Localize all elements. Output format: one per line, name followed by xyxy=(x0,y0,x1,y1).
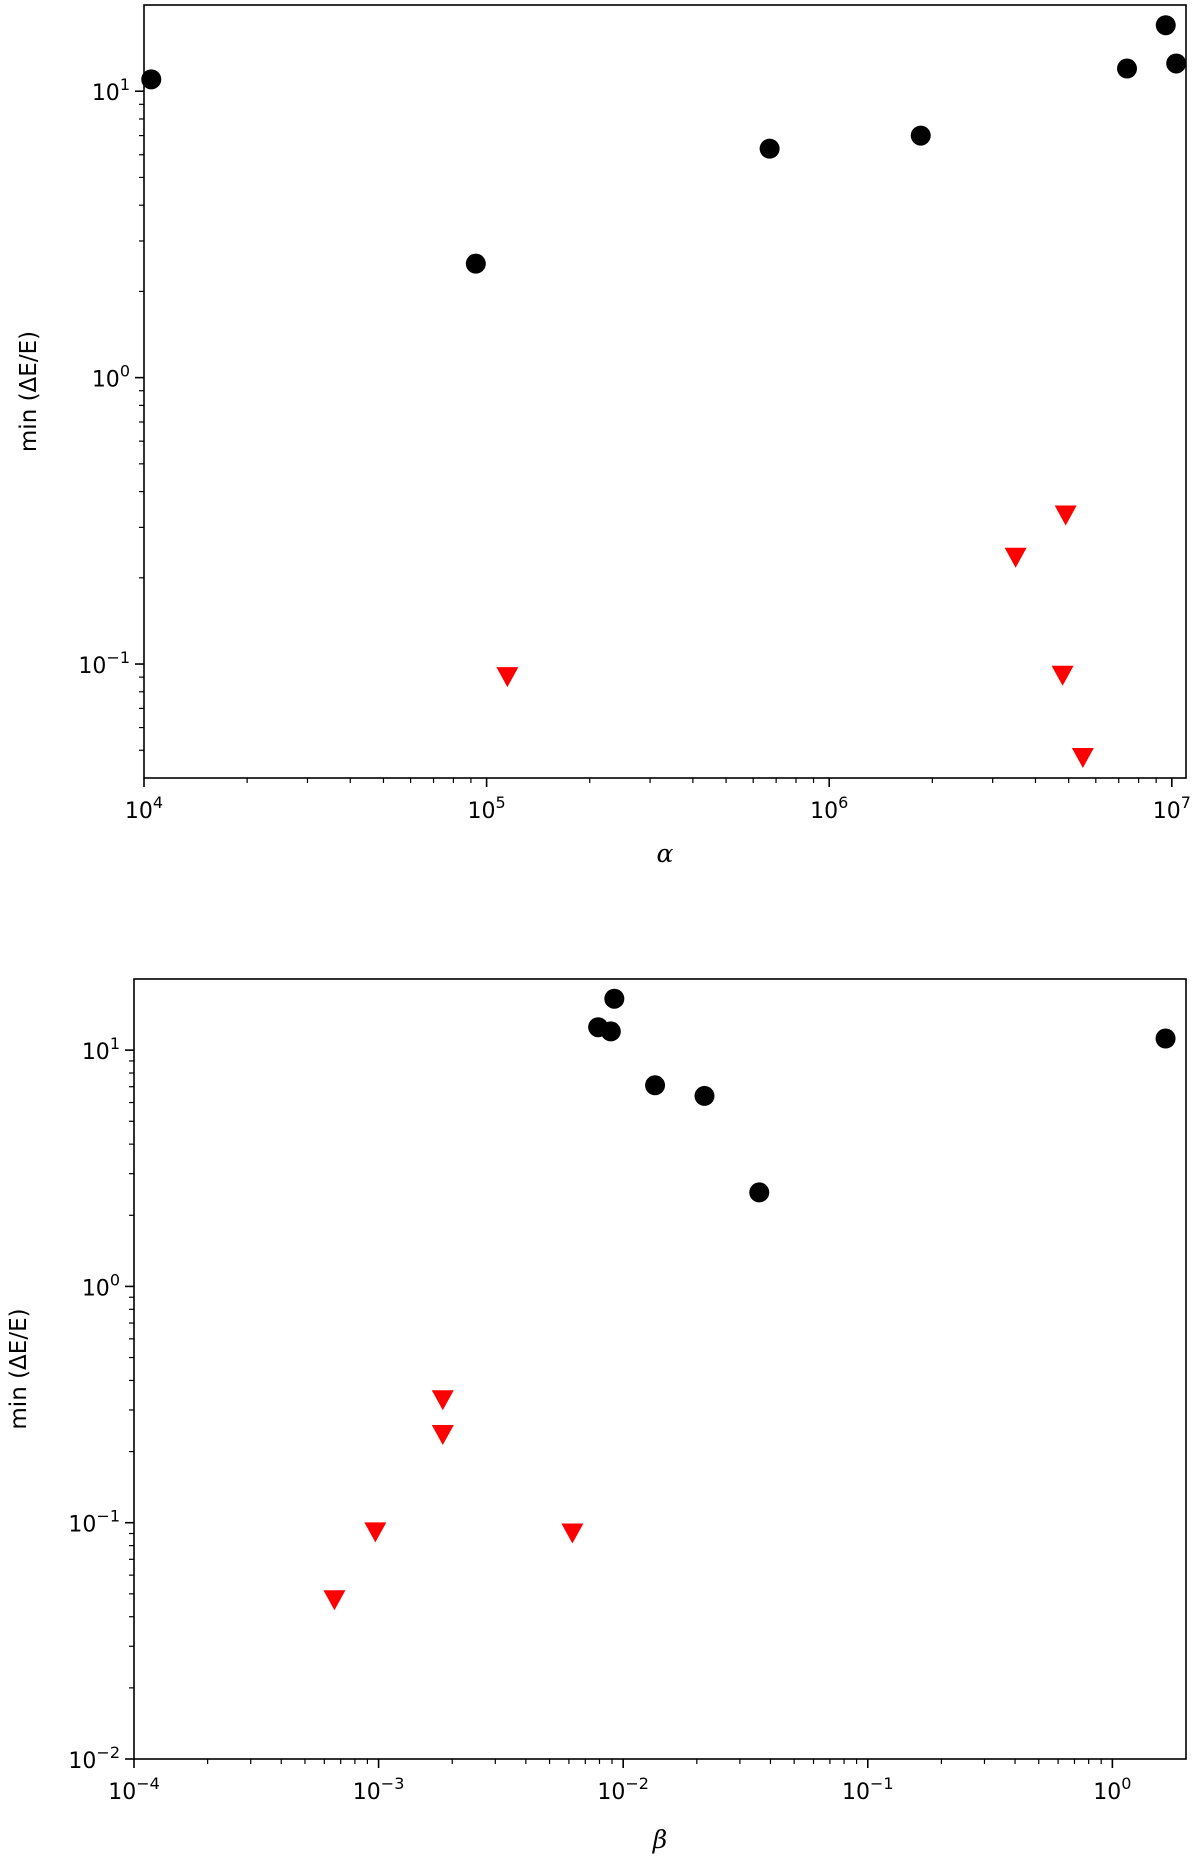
x-tick-label: 107 xyxy=(1153,793,1191,824)
x-tick-label: 10−4 xyxy=(108,1774,160,1805)
data-point-triangle xyxy=(1051,665,1074,686)
y-axis-label: min (ΔE/E) xyxy=(16,331,42,452)
data-point-triangle xyxy=(1071,747,1094,768)
x-tick-label: 10−1 xyxy=(842,1774,894,1805)
chart-panel-1: 104 105 106 107 10−1 100 101 α min (ΔE/E) xyxy=(16,4,1191,868)
data-point-circle xyxy=(604,988,625,1009)
x-tick-label: 10−2 xyxy=(597,1774,649,1805)
x-axis-label: α xyxy=(657,839,674,868)
data-point-circle xyxy=(694,1085,715,1106)
data-point-circle xyxy=(1155,15,1176,36)
y-tick-label: 10−1 xyxy=(68,1507,120,1538)
y-tick-label: 100 xyxy=(82,1270,120,1301)
data-point-circle xyxy=(465,253,486,274)
y-tick-label: 10−1 xyxy=(78,648,130,679)
data-point-circle xyxy=(1166,53,1187,74)
x-tick-label: 100 xyxy=(1093,1774,1131,1805)
y-tick-label: 100 xyxy=(92,362,130,393)
data-point-circle xyxy=(1155,1028,1176,1049)
x-tick-label: 105 xyxy=(468,793,506,824)
data-point-triangle xyxy=(364,1522,387,1543)
data-point-triangle xyxy=(1004,547,1027,568)
data-point-circle xyxy=(141,69,162,90)
data-point-triangle xyxy=(431,1425,454,1446)
chart-panel-2: 10−4 10−3 10−2 10−1 100 10−2 10−1 100 101 β min (Δ… xyxy=(6,978,1187,1854)
y-tick-label: 10−2 xyxy=(68,1743,120,1774)
x-tick-label: 10−3 xyxy=(353,1774,405,1805)
x-axis-label: β xyxy=(652,1825,667,1854)
y-tick-label: 101 xyxy=(82,1034,120,1065)
y-tick-label: 101 xyxy=(92,75,130,106)
data-point-circle xyxy=(759,138,780,159)
data-point-triangle xyxy=(1054,505,1077,526)
plot-frame xyxy=(143,4,1187,779)
data-point-triangle xyxy=(496,667,519,688)
data-point-circle xyxy=(910,125,931,146)
data-point-circle xyxy=(645,1075,666,1096)
data-point-circle xyxy=(749,1182,770,1203)
plot-frame xyxy=(133,978,1187,1760)
x-tick-label: 106 xyxy=(810,793,848,824)
data-point-circle xyxy=(1117,58,1138,79)
data-point-triangle xyxy=(431,1390,454,1411)
data-point-triangle xyxy=(561,1523,584,1544)
x-tick-label: 104 xyxy=(125,793,163,824)
data-point-triangle xyxy=(323,1590,346,1611)
data-point-circle xyxy=(600,1021,621,1042)
y-axis-label: min (ΔE/E) xyxy=(6,1308,32,1429)
